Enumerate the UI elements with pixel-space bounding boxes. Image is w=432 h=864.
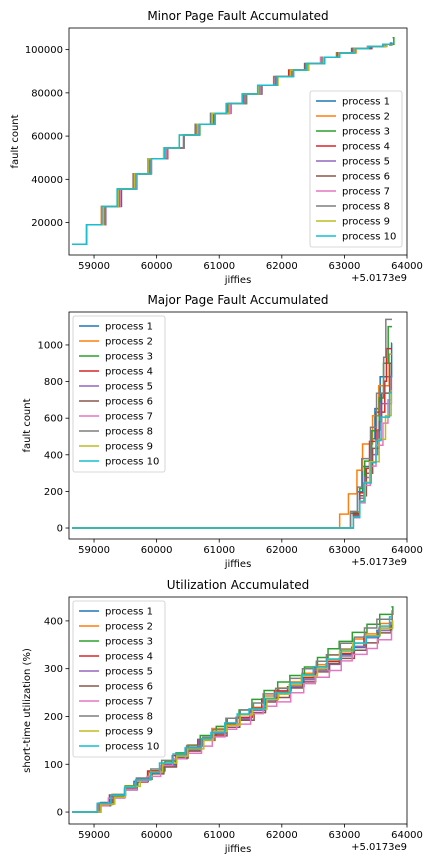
legend: process 1 process 2 process 3 process 4 proc…: [72, 600, 166, 758]
x-tick-label: 61000: [203, 261, 235, 272]
y-tick-label: 0: [57, 808, 63, 819]
x-tick-label: 60000: [141, 261, 173, 272]
legend-entry: process 8: [342, 202, 390, 213]
y-tick-label: 300: [44, 664, 63, 675]
y-tick-label: 100000: [25, 45, 63, 56]
x-tick-label: 63000: [329, 545, 361, 556]
series-line-process-10: [72, 616, 392, 813]
x-tick-label: 64000: [391, 830, 423, 841]
legend-entry: process 5: [105, 382, 153, 393]
x-tick-label: 64000: [391, 261, 423, 272]
series-line-process-8: [72, 610, 393, 813]
x-tick-label: 64000: [391, 545, 423, 556]
legend: process 1 process 2 process 3 process 4 proc…: [309, 90, 403, 248]
chart-panel-1: Minor Page Fault Accumulated 59000 60000 61…: [10, 9, 423, 286]
legend-entry: process 1: [105, 322, 153, 333]
x-offset-label: +5.0173e9: [351, 273, 407, 284]
series-line-process-10: [72, 391, 392, 529]
legend-entry: process 2: [105, 337, 153, 348]
x-tick-label: 59000: [78, 261, 110, 272]
x-tick-label: 60000: [141, 545, 173, 556]
x-offset-label: +5.0173e9: [351, 842, 407, 853]
chart-panel-3: Utilization Accumulated 59000 60000 61000 62…: [22, 578, 423, 855]
legend-entry: process 7: [105, 697, 153, 708]
legend-entry: process 3: [105, 637, 153, 648]
y-axis-label: fault count: [10, 114, 21, 168]
legend-entry: process 6: [105, 682, 153, 693]
legend-entry: process 3: [105, 352, 153, 363]
axes-frame: [68, 27, 408, 256]
y-tick-label: 400: [44, 616, 63, 627]
x-tick-label: 61000: [203, 545, 235, 556]
series-line-process-8: [72, 318, 392, 529]
y-tick-label: 200: [44, 712, 63, 723]
legend-entry: process 1: [105, 607, 153, 618]
legend-entry: process 4: [105, 367, 153, 378]
y-tick-label: 80000: [31, 88, 63, 99]
series-lines: [72, 606, 394, 813]
x-tick-label: 62000: [266, 261, 298, 272]
legend-entry: process 5: [342, 157, 390, 168]
legend-entry: process 7: [105, 412, 153, 423]
legend-box: [72, 600, 166, 758]
legend-entry: process 8: [105, 427, 153, 438]
x-tick-label: 60000: [141, 830, 173, 841]
x-tick-label: 59000: [78, 830, 110, 841]
legend-entry: process 4: [342, 142, 390, 153]
y-tick-label: 600: [44, 414, 63, 425]
axes-frame: [68, 311, 408, 540]
chart-title: Utilization Accumulated: [167, 578, 309, 592]
axes-frame: [68, 596, 408, 825]
series-lines: [72, 318, 393, 529]
legend-entry: process 9: [342, 217, 390, 228]
legend-entry: process 5: [105, 667, 153, 678]
series-line-process-10: [72, 43, 394, 245]
legend-entry: process 9: [105, 442, 153, 453]
chart-panel-2: Major Page Fault Accumulated 59000 60000 61…: [22, 293, 423, 570]
y-tick-label: 40000: [31, 175, 63, 186]
legend-entry: process 3: [342, 127, 390, 138]
legend-entry: process 7: [342, 187, 390, 198]
y-tick-label: 0: [57, 524, 63, 535]
x-axis-label: jiffies: [224, 844, 252, 855]
legend-entry: process 10: [342, 232, 396, 243]
y-tick-label: 60000: [31, 132, 63, 143]
legend-box: [309, 90, 403, 248]
legend: process 1 process 2 process 3 process 4 proc…: [72, 315, 166, 473]
legend-entry: process 10: [105, 742, 159, 753]
x-axis-label: jiffies: [224, 275, 252, 286]
y-tick-label: 1000: [38, 340, 63, 351]
legend-box: [72, 315, 166, 473]
y-tick-label: 20000: [31, 218, 63, 229]
x-tick-label: 62000: [266, 545, 298, 556]
legend-entry: process 6: [105, 397, 153, 408]
series-line-process-9: [72, 620, 394, 813]
legend-entry: process 1: [342, 97, 390, 108]
series-lines: [72, 36, 395, 245]
y-tick-label: 100: [44, 760, 63, 771]
legend-entry: process 6: [342, 172, 390, 183]
legend-entry: process 4: [105, 652, 153, 663]
y-axis-label: short-time utilization (%): [22, 648, 33, 773]
x-tick-label: 63000: [329, 261, 361, 272]
x-tick-label: 62000: [266, 830, 298, 841]
x-tick-label: 59000: [78, 545, 110, 556]
x-tick-label: 61000: [203, 830, 235, 841]
y-tick-label: 200: [44, 487, 63, 498]
x-axis-label: jiffies: [224, 559, 252, 570]
legend-entry: process 2: [105, 622, 153, 633]
y-axis-label: fault count: [22, 398, 33, 452]
legend-entry: process 10: [105, 457, 159, 468]
x-tick-label: 63000: [329, 830, 361, 841]
y-tick-label: 800: [44, 377, 63, 388]
chart-title: Major Page Fault Accumulated: [147, 293, 328, 307]
x-offset-label: +5.0173e9: [351, 557, 407, 568]
legend-entry: process 8: [105, 712, 153, 723]
chart-title: Minor Page Fault Accumulated: [147, 9, 328, 23]
y-tick-label: 400: [44, 450, 63, 461]
legend-entry: process 9: [105, 727, 153, 738]
legend-entry: process 2: [342, 112, 390, 123]
series-line-process-2: [72, 353, 392, 529]
